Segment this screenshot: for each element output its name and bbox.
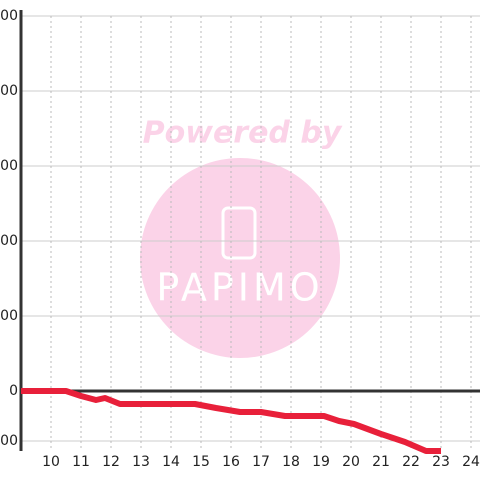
x-tick-label: 12 [102, 454, 120, 470]
x-tick-label: 23 [432, 454, 450, 470]
x-tick-label: 19 [312, 454, 330, 470]
watermark-title: Powered by [143, 116, 343, 151]
data-line [21, 388, 441, 454]
x-tick-label: 15 [192, 454, 210, 470]
watermark-brand: PAPIMO [156, 266, 323, 310]
x-tick-label: 10 [42, 454, 60, 470]
x-tick-label: 24 [462, 454, 480, 470]
watermark: Powered by PAPIMO [140, 116, 343, 358]
y-tick-label: 0 [9, 383, 18, 399]
x-tick-label: 13 [132, 454, 150, 470]
y-tick-label: 30,000 [0, 308, 18, 324]
x-tick-label: 14 [162, 454, 180, 470]
x-tick-label: 22 [402, 454, 420, 470]
watermark-icon [221, 206, 257, 260]
x-tick-label: 21 [372, 454, 390, 470]
x-tick-label: 20 [342, 454, 360, 470]
x-tick-label: 16 [222, 454, 240, 470]
x-tick-label: 18 [282, 454, 300, 470]
y-tick-label: 150,000 [0, 8, 18, 24]
y-tick-label: -20,000 [0, 433, 18, 449]
x-tick-label: 11 [72, 454, 90, 470]
y-tick-label: 120,000 [0, 83, 18, 99]
y-tick-label: 90,000 [0, 158, 18, 174]
x-tick-label: 17 [252, 454, 270, 470]
y-tick-label: 60,000 [0, 233, 18, 249]
